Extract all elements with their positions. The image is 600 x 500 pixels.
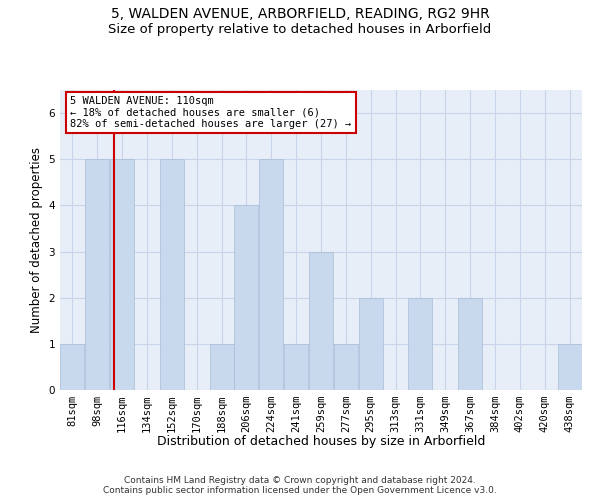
Y-axis label: Number of detached properties: Number of detached properties bbox=[30, 147, 43, 333]
Bar bbox=[259, 159, 283, 390]
Bar bbox=[110, 159, 134, 390]
Bar bbox=[209, 344, 233, 390]
Text: 5, WALDEN AVENUE, ARBORFIELD, READING, RG2 9HR: 5, WALDEN AVENUE, ARBORFIELD, READING, R… bbox=[110, 8, 490, 22]
Bar bbox=[334, 344, 358, 390]
Bar bbox=[85, 159, 109, 390]
Text: Size of property relative to detached houses in Arborfield: Size of property relative to detached ho… bbox=[109, 22, 491, 36]
Bar bbox=[409, 298, 433, 390]
Text: Distribution of detached houses by size in Arborfield: Distribution of detached houses by size … bbox=[157, 435, 485, 448]
Bar bbox=[309, 252, 333, 390]
Bar bbox=[61, 344, 85, 390]
Text: 5 WALDEN AVENUE: 110sqm
← 18% of detached houses are smaller (6)
82% of semi-det: 5 WALDEN AVENUE: 110sqm ← 18% of detache… bbox=[70, 96, 352, 129]
Bar bbox=[359, 298, 383, 390]
Bar bbox=[235, 206, 259, 390]
Bar bbox=[458, 298, 482, 390]
Bar bbox=[160, 159, 184, 390]
Bar bbox=[557, 344, 581, 390]
Text: Contains HM Land Registry data © Crown copyright and database right 2024.
Contai: Contains HM Land Registry data © Crown c… bbox=[103, 476, 497, 495]
Bar bbox=[284, 344, 308, 390]
